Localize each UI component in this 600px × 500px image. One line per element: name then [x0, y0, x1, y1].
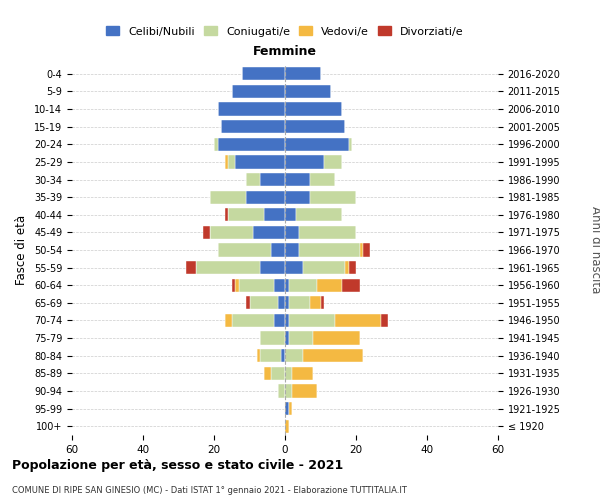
Bar — [381, 314, 388, 327]
Bar — [310, 296, 320, 310]
Bar — [285, 226, 299, 239]
Bar — [246, 296, 250, 310]
Bar — [289, 278, 317, 292]
Bar — [285, 261, 303, 274]
Bar — [235, 156, 285, 168]
Bar — [285, 138, 349, 151]
Bar — [285, 102, 342, 116]
Bar — [246, 173, 260, 186]
Bar — [285, 402, 289, 415]
Bar — [221, 120, 285, 134]
Bar — [214, 138, 218, 151]
Y-axis label: Fasce di età: Fasce di età — [16, 215, 28, 285]
Bar — [250, 296, 278, 310]
Bar — [285, 156, 324, 168]
Bar — [264, 366, 271, 380]
Bar — [271, 366, 285, 380]
Bar — [211, 226, 253, 239]
Bar — [285, 366, 292, 380]
Bar — [289, 402, 292, 415]
Bar — [274, 314, 285, 327]
Y-axis label: Anni di nascita: Anni di nascita — [589, 206, 600, 294]
Bar — [285, 190, 310, 204]
Bar — [211, 190, 246, 204]
Bar — [285, 67, 320, 80]
Bar — [292, 384, 317, 398]
Bar — [317, 278, 342, 292]
Bar — [299, 226, 356, 239]
Bar — [232, 314, 274, 327]
Bar — [232, 85, 285, 98]
Bar — [218, 244, 271, 256]
Bar — [185, 261, 196, 274]
Bar — [289, 314, 335, 327]
Bar — [285, 332, 289, 344]
Bar — [253, 226, 285, 239]
Bar — [278, 296, 285, 310]
Bar — [281, 349, 285, 362]
Bar — [224, 156, 228, 168]
Bar — [359, 244, 363, 256]
Bar — [285, 208, 296, 222]
Bar — [289, 296, 310, 310]
Bar — [285, 244, 299, 256]
Bar — [239, 278, 274, 292]
Bar — [310, 190, 356, 204]
Bar — [289, 332, 313, 344]
Bar — [257, 349, 260, 362]
Bar — [242, 67, 285, 80]
Bar — [228, 208, 264, 222]
Bar — [260, 261, 285, 274]
Text: Femmine: Femmine — [253, 44, 317, 58]
Bar — [274, 278, 285, 292]
Bar — [285, 384, 292, 398]
Bar — [271, 244, 285, 256]
Bar — [342, 278, 359, 292]
Bar — [363, 244, 370, 256]
Bar — [299, 244, 359, 256]
Bar — [196, 261, 260, 274]
Bar — [349, 138, 352, 151]
Bar — [320, 296, 324, 310]
Bar — [278, 384, 285, 398]
Bar — [246, 190, 285, 204]
Bar — [260, 349, 281, 362]
Bar — [224, 208, 228, 222]
Bar — [260, 332, 285, 344]
Bar — [235, 278, 239, 292]
Bar — [303, 349, 363, 362]
Bar — [285, 173, 310, 186]
Bar — [335, 314, 381, 327]
Bar — [285, 278, 289, 292]
Legend: Celibi/Nubili, Coniugati/e, Vedovi/e, Divorziati/e: Celibi/Nubili, Coniugati/e, Vedovi/e, Di… — [106, 26, 464, 36]
Bar — [324, 156, 342, 168]
Bar — [232, 278, 235, 292]
Bar — [260, 173, 285, 186]
Bar — [285, 85, 331, 98]
Bar — [285, 420, 289, 433]
Bar — [349, 261, 356, 274]
Bar — [218, 102, 285, 116]
Bar — [203, 226, 211, 239]
Bar — [285, 120, 346, 134]
Bar — [310, 173, 335, 186]
Bar — [296, 208, 342, 222]
Bar — [346, 261, 349, 274]
Bar — [224, 314, 232, 327]
Text: Popolazione per età, sesso e stato civile - 2021: Popolazione per età, sesso e stato civil… — [12, 460, 343, 472]
Text: COMUNE DI RIPE SAN GINESIO (MC) - Dati ISTAT 1° gennaio 2021 - Elaborazione TUTT: COMUNE DI RIPE SAN GINESIO (MC) - Dati I… — [12, 486, 407, 495]
Bar — [292, 366, 313, 380]
Bar — [285, 314, 289, 327]
Bar — [313, 332, 359, 344]
Bar — [218, 138, 285, 151]
Bar — [228, 156, 235, 168]
Bar — [264, 208, 285, 222]
Bar — [303, 261, 346, 274]
Bar — [285, 349, 303, 362]
Bar — [285, 296, 289, 310]
